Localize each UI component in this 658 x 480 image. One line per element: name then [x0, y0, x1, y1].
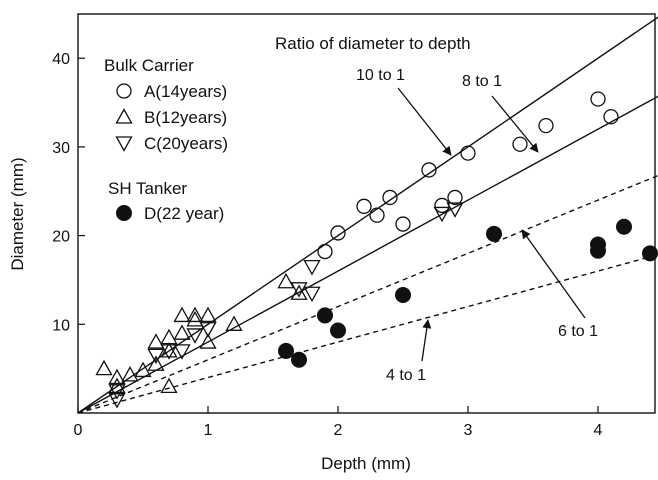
data-point: [121, 366, 139, 382]
data-point: [225, 315, 243, 331]
data-point: [160, 342, 178, 358]
ratio-line-label: 4 to 1: [386, 367, 426, 384]
data-point: [434, 197, 450, 214]
legend-entry-label: C(20years): [144, 134, 228, 153]
y-axis-title: Diameter (mm): [8, 157, 27, 270]
data-point: [317, 243, 333, 260]
legend-marker: [116, 205, 132, 221]
y-tick-label: 10: [52, 317, 70, 334]
legend-entry-label: D(22 year): [144, 204, 224, 223]
data-point: [447, 189, 463, 206]
data-point: [108, 377, 126, 394]
data-point: [108, 368, 126, 385]
data-point: [290, 284, 308, 300]
data-point: [486, 225, 502, 242]
data-point: [603, 109, 619, 125]
legend-entry-label: A(14years): [144, 82, 227, 101]
data-point: [330, 225, 346, 241]
annotation-arrow: [397, 87, 452, 156]
data-point: [277, 272, 295, 289]
data-point: [317, 307, 333, 324]
data-point: [290, 282, 308, 298]
data-point: [369, 207, 385, 223]
data-point: [186, 306, 204, 323]
data-point: [199, 322, 217, 338]
y-tick-label: 30: [52, 140, 70, 157]
data-point: [538, 117, 554, 134]
data-point: [186, 328, 204, 344]
legend-marker: [115, 108, 133, 124]
data-point: [433, 206, 451, 223]
x-tick-label: 4: [594, 422, 603, 439]
data-point: [147, 355, 165, 371]
plot-frame: [77, 13, 656, 414]
data-point: [303, 259, 321, 276]
ratio-line-label: 10 to 1: [356, 67, 405, 84]
data-point: [303, 286, 321, 303]
legend: Bulk Carrier A(14years) B(12years) C(20year…: [104, 56, 228, 223]
ratio-title: Ratio of diameter to depth: [275, 34, 471, 53]
data-point: [173, 324, 191, 340]
annotation-arrow: [521, 229, 586, 319]
data-point: [512, 136, 528, 152]
legend-marker: [116, 83, 132, 99]
ratio-line-6-to-1: [77, 174, 658, 414]
data-point: [160, 377, 178, 394]
data-point: [395, 287, 411, 304]
data-point: [147, 333, 165, 349]
data-point: [147, 348, 165, 365]
data-point: [616, 218, 632, 235]
data-point: [395, 216, 411, 232]
data-point: [590, 242, 606, 259]
data-point: [330, 322, 346, 339]
x-tick-label: 2: [334, 422, 343, 439]
ratio-line-label: 6 to 1: [558, 323, 598, 340]
x-tick-label: 0: [74, 422, 83, 439]
data-point: [186, 311, 204, 327]
y-tick-label: 40: [52, 51, 70, 68]
data-point: [134, 361, 152, 378]
legend-entry-label: B(12years): [144, 108, 227, 127]
data-point: [160, 344, 178, 360]
data-point: [95, 359, 113, 376]
data-point: [446, 202, 464, 218]
data-point: [291, 351, 307, 368]
data-point: [173, 344, 191, 360]
data-point: [421, 162, 437, 178]
data-point: [199, 333, 217, 349]
x-tick-label: 1: [204, 422, 213, 439]
ratio-line-8-to-1: [77, 95, 658, 414]
ratio-line-label: 8 to 1: [462, 73, 502, 90]
data-point: [173, 306, 191, 323]
data-point: [356, 198, 372, 214]
data-point: [199, 306, 217, 323]
data-point: [160, 328, 178, 345]
annotation-arrow: [491, 95, 539, 153]
data-point: [278, 342, 294, 359]
data-point: [382, 189, 398, 206]
y-tick-label: 20: [52, 229, 70, 246]
ratio-line-4-to-1: [77, 253, 658, 414]
x-tick-label: 3: [464, 422, 473, 439]
data-point: [108, 393, 126, 409]
legend-group-title: Bulk Carrier: [104, 56, 194, 75]
data-point: [460, 145, 476, 161]
legend-marker: [115, 136, 133, 152]
x-axis-title: Depth (mm): [321, 454, 411, 473]
legend-group-title: SH Tanker: [108, 179, 187, 198]
annotation-arrow: [421, 319, 432, 362]
data-point: [108, 384, 126, 400]
data-point: [590, 91, 606, 107]
